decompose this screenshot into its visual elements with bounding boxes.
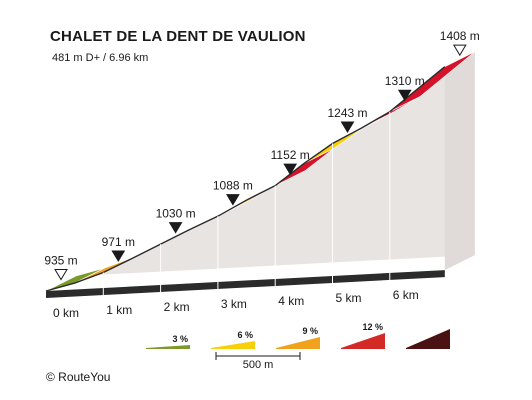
- altitude-marker-icon: [168, 222, 183, 234]
- legend-swatch: [211, 341, 255, 349]
- altitude-label: 1408 m: [440, 29, 480, 43]
- legend-label: 9 %: [302, 326, 318, 336]
- altitude-marker-icon: [397, 89, 412, 102]
- altitude-label: 1310 m: [385, 74, 425, 88]
- altitude-label: 971 m: [102, 235, 135, 249]
- altitude-label: 1152 m: [271, 148, 310, 162]
- altitude-marker-icon: [111, 250, 126, 262]
- km-tick-label: 4 km: [278, 294, 304, 308]
- altitude-marker-icon: [54, 269, 68, 281]
- km-tick-label: 3 km: [221, 297, 247, 311]
- legend-swatch: [146, 345, 190, 349]
- altitude-marker-icon: [340, 121, 355, 133]
- scale-bar-label: 500 m: [243, 359, 274, 371]
- chart-subtitle: 481 m D+ / 6.96 km: [52, 52, 149, 64]
- km-tick-label: 6 km: [393, 288, 419, 302]
- altitude-label: 1243 m: [327, 106, 367, 120]
- legend-swatch: [406, 329, 450, 349]
- legend-swatch: [276, 337, 320, 349]
- legend-label: 12 %: [362, 322, 383, 332]
- profile-segment: [45, 267, 105, 292]
- legend-label: 3 %: [172, 334, 188, 344]
- km-tick-label: 1 km: [106, 303, 132, 317]
- profile-back-wall: [76, 51, 475, 277]
- chart-title: CHALET DE LA DENT DE VAULION: [50, 28, 306, 45]
- legend-swatch: [341, 333, 385, 349]
- profile-end-wall: [444, 51, 475, 271]
- altitude-label: 1088 m: [213, 179, 253, 193]
- altitude-label: 1030 m: [156, 207, 196, 221]
- profile-edge-line: [45, 66, 446, 292]
- credit-routeyou: © RouteYou: [46, 370, 111, 384]
- altitude-marker-icon: [283, 163, 298, 176]
- km-tick-label: 2 km: [164, 300, 190, 314]
- altitude-label: 935 m: [44, 254, 77, 268]
- altitude-marker-icon: [452, 44, 467, 57]
- profile-base-bar: [46, 270, 445, 298]
- altitude-marker-icon: [226, 194, 240, 206]
- km-tick-label: 5 km: [335, 291, 361, 305]
- km-tick-label: 0 km: [53, 306, 79, 320]
- legend-label: 6 %: [237, 330, 253, 340]
